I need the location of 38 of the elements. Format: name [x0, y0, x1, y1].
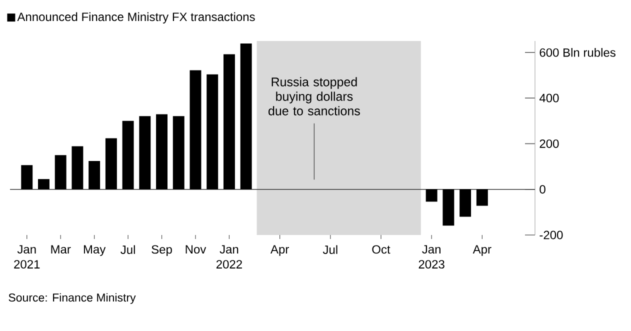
bar — [156, 114, 168, 190]
bar — [88, 161, 100, 190]
x-tick-label: Apr — [472, 245, 492, 256]
x-tick-label: Nov — [186, 245, 206, 254]
bar — [476, 189, 488, 206]
bar — [223, 54, 235, 190]
bar — [122, 120, 134, 190]
legend-label: Announced Finance Ministry FX transactions — [17, 12, 255, 24]
x-tick-label: Jul — [322, 245, 338, 254]
x-tick-label: Sep — [152, 245, 172, 256]
y-tick-label: 200 — [540, 139, 559, 148]
x-tick-label: Jan 2022 — [216, 245, 242, 269]
x-tick-label: Jan 2021 — [14, 245, 40, 269]
x-tick-label: Apr — [270, 245, 289, 256]
bar — [38, 179, 50, 190]
y-tick-label: -200 — [540, 230, 563, 240]
bar — [460, 189, 472, 217]
bar — [139, 116, 151, 190]
y-tick-label: 0 — [540, 185, 546, 194]
y-tick-label: 600 Bln rubles — [540, 48, 616, 57]
bar — [72, 146, 84, 190]
bar — [190, 70, 202, 190]
x-tick-label: Oct — [372, 245, 390, 254]
x-tick-label: Jul — [120, 245, 135, 254]
annotation: Russia stopped buying dollars due to sanctions — [268, 77, 360, 116]
bar — [206, 74, 218, 190]
bar — [21, 165, 33, 190]
bar — [54, 155, 66, 190]
bar — [105, 138, 117, 190]
bar — [172, 116, 184, 190]
x-tick-label: Mar — [51, 245, 71, 254]
x-tick-label: May — [84, 245, 106, 256]
bar — [240, 44, 252, 190]
source-note: Source: Finance Ministry — [8, 293, 136, 304]
y-tick-label: 400 — [539, 94, 559, 102]
bar — [442, 189, 454, 226]
x-tick-label: Jan 2023 — [418, 245, 444, 269]
bar — [426, 189, 438, 202]
